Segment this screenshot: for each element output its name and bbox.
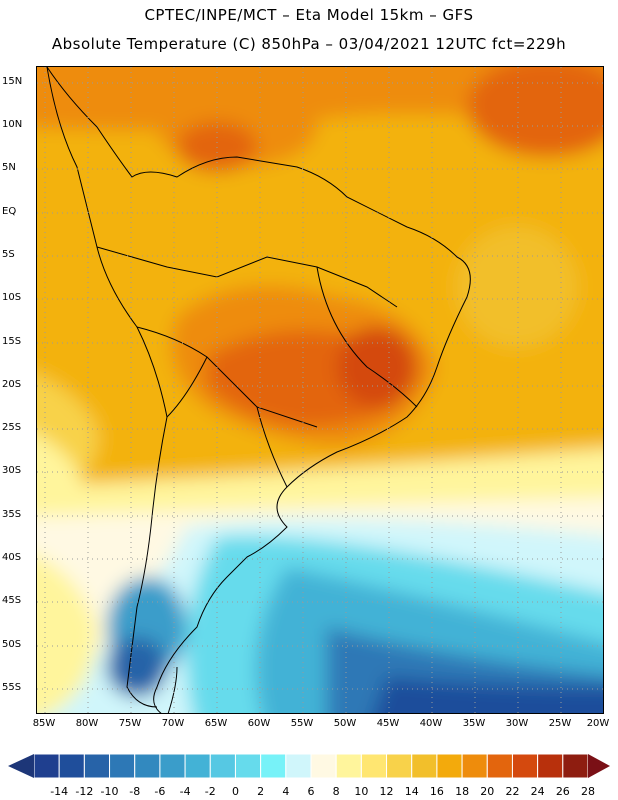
lon-label: 35W	[462, 718, 486, 729]
lon-label: 30W	[505, 718, 529, 729]
lon-label: 80W	[75, 718, 99, 729]
colorbar-tick-label: -6	[154, 785, 166, 798]
lon-label: 85W	[32, 718, 56, 729]
colorbar-high-arrow	[588, 754, 610, 778]
lon-label: 20W	[586, 718, 610, 729]
colorbar-tick-label: 16	[429, 785, 444, 798]
colorbar-swatch	[436, 753, 463, 779]
colorbar-tick-label: -2	[204, 785, 216, 798]
colorbar-swatch	[386, 753, 413, 779]
chart-title: CPTEC/INPE/MCT – Eta Model 15km – GFS	[144, 6, 474, 24]
colorbar-tick-label: 18	[455, 785, 470, 798]
lon-label: 55W	[290, 718, 314, 729]
lon-label: 65W	[204, 718, 228, 729]
colorbar-tick-label: -14	[50, 785, 69, 798]
colorbar-swatch	[260, 753, 287, 779]
colorbar-swatch	[109, 753, 136, 779]
colorbar-swatch	[184, 753, 211, 779]
lon-label: 50W	[333, 718, 357, 729]
colorbar	[8, 753, 610, 779]
colorbar-tick-label: 4	[282, 785, 290, 798]
chart-subtitle: Absolute Temperature (C) 850hPa – 03/04/…	[51, 35, 567, 53]
lon-label: 40W	[419, 718, 443, 729]
colorbar-swatch	[58, 753, 85, 779]
lat-label: EQ	[2, 206, 17, 217]
colorbar-swatch	[134, 753, 161, 779]
temperature-field	[37, 67, 603, 713]
lon-label: 60W	[247, 718, 271, 729]
colorbar-swatch	[310, 753, 337, 779]
temperature-map	[37, 67, 603, 713]
lon-label: 45W	[376, 718, 400, 729]
colorbar-tick-label: 22	[505, 785, 520, 798]
colorbar-swatch	[159, 753, 186, 779]
colorbar-tick-label: 6	[307, 785, 315, 798]
coastline	[46, 67, 471, 713]
colorbar-swatch	[511, 753, 539, 779]
lat-label: 10S	[2, 292, 22, 303]
lat-label: 45S	[2, 595, 22, 606]
colorbar-tick-label: 8	[332, 785, 340, 798]
colorbar-swatch	[360, 753, 388, 779]
colorbar-tick-label: 0	[231, 785, 239, 798]
colorbar-tick-label: 24	[530, 785, 545, 798]
lat-label: 15N	[2, 76, 23, 87]
colorbar-tick-label: 28	[581, 785, 595, 798]
lat-label: 35S	[2, 509, 22, 520]
lat-label: 5S	[2, 249, 15, 260]
colorbar-tick-label: 2	[257, 785, 265, 798]
colorbar-swatch	[562, 753, 589, 779]
lat-label: 20S	[2, 379, 22, 390]
colorbar-swatch	[209, 753, 236, 779]
colorbar-tick-label: -8	[129, 785, 141, 798]
colorbar-swatch	[234, 753, 262, 779]
colorbar-swatch	[33, 753, 60, 779]
lat-label: 40S	[2, 552, 22, 563]
colorbar-tick-label: 14	[404, 785, 419, 798]
colorbar-swatch	[83, 753, 111, 779]
colorbar-tick-label: -12	[75, 785, 94, 798]
lon-label: 25W	[548, 718, 572, 729]
colorbar-swatch	[486, 753, 513, 779]
colorbar-swatch	[537, 753, 564, 779]
lon-label: 70W	[161, 718, 185, 729]
colorbar-low-arrow	[8, 754, 34, 778]
colorbar-tick-label: -10	[100, 785, 119, 798]
colorbar-swatch	[461, 753, 488, 779]
colorbar-tick-label: 20	[480, 785, 495, 798]
colorbar-tick-label: 10	[354, 785, 369, 798]
colorbar-swatch	[411, 753, 438, 779]
lat-label: 50S	[2, 639, 22, 650]
lat-label: 10N	[2, 119, 23, 130]
colorbar-tick-label: -4	[179, 785, 191, 798]
lat-label: 15S	[2, 336, 22, 347]
lon-label: 75W	[118, 718, 142, 729]
map-panel	[36, 66, 604, 714]
lat-label: 5N	[2, 162, 16, 173]
lat-label: 55S	[2, 682, 22, 693]
lat-label: 25S	[2, 422, 22, 433]
colorbar-tick-label: 12	[379, 785, 394, 798]
colorbar-swatch	[285, 753, 312, 779]
colorbar-tick-label: 26	[555, 785, 570, 798]
lat-label: 30S	[2, 465, 22, 476]
colorbar-swatch	[335, 753, 362, 779]
